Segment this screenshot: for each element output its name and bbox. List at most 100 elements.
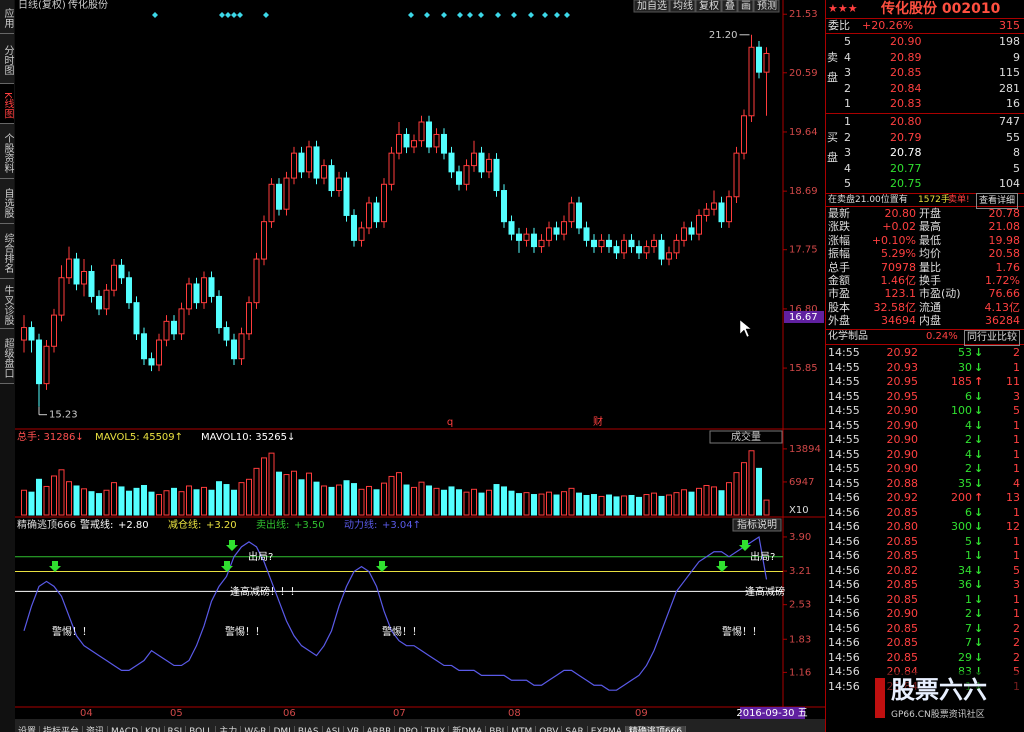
indicator-tab[interactable]: ASI — [322, 726, 345, 732]
indicator-tab[interactable]: TRIX — [421, 726, 450, 732]
indicator-tab[interactable]: EXPMA — [587, 726, 626, 732]
indicator-tab[interactable]: DMI — [270, 726, 295, 732]
toolbar-button[interactable] — [737, 0, 754, 13]
stat-label: 最低 — [919, 233, 941, 247]
indicator-name: 精确逃顶666 — [17, 518, 76, 531]
toolbar-button[interactable] — [753, 0, 780, 13]
candle-body — [606, 239, 612, 248]
volume-bar — [88, 491, 95, 516]
notice-text: 在卖盘21.00位置有 — [828, 195, 908, 205]
trade-time: 14:56 — [828, 549, 860, 562]
help-button-label[interactable]: 指标说明 — [737, 518, 777, 531]
sidebar-tab[interactable]: 自选股 — [0, 179, 14, 224]
toolbar-button[interactable] — [633, 0, 670, 13]
trade-count: 1 — [1013, 534, 1020, 548]
indicator-tab[interactable]: MTM — [508, 726, 537, 732]
event-marker[interactable] — [263, 12, 269, 18]
toolbar-button-label[interactable]: 加自选 — [637, 0, 667, 12]
indicator-tab[interactable]: 新DMA — [449, 726, 487, 732]
indicator-tab[interactable]: BIAS — [294, 726, 323, 732]
candle-body — [583, 227, 590, 241]
candle-body — [561, 221, 567, 235]
indicator-tab[interactable]: VR — [344, 726, 364, 732]
volume-bar — [703, 484, 710, 516]
indicator-tab[interactable]: DPO — [395, 726, 422, 732]
sidebar-tab[interactable]: 分时图 — [0, 34, 14, 84]
indicator-tab[interactable]: KDJ — [142, 726, 165, 732]
indicator-tab[interactable]: 主力 — [216, 726, 242, 732]
candle-body — [486, 158, 492, 173]
event-marker[interactable] — [408, 12, 414, 18]
event-marker[interactable] — [467, 12, 473, 18]
event-marker[interactable] — [152, 12, 158, 18]
trade-count: 1 — [1013, 447, 1020, 461]
sidebar-tab[interactable]: K线图 — [0, 84, 14, 124]
toolbar-button[interactable] — [695, 0, 722, 13]
toolbar-button-label[interactable]: 画 — [741, 1, 751, 12]
volume-bar — [268, 452, 275, 516]
trade-direction: ↓ — [974, 520, 984, 533]
event-marker[interactable] — [542, 12, 548, 18]
event-marker[interactable] — [554, 12, 560, 18]
event-marker[interactable] — [478, 12, 484, 18]
sidebar-tab[interactable]: 应用 — [0, 0, 14, 34]
volume-selector[interactable] — [709, 430, 783, 444]
volume-bar — [223, 484, 230, 516]
sidebar-tab[interactable]: 综合排名 — [0, 224, 14, 279]
signal-annotation: 出局? — [248, 550, 273, 563]
indicator-tab[interactable]: MACD — [108, 726, 143, 732]
indicator-tab[interactable]: ARBR — [363, 726, 396, 732]
toolbar-button-label[interactable]: 预测 — [757, 0, 777, 12]
sidebar-tab[interactable]: 个股资料 — [0, 124, 14, 179]
trade-direction: ↓ — [974, 462, 984, 475]
volume-bar — [111, 482, 117, 516]
volume-bar — [43, 485, 50, 516]
toolbar-button[interactable] — [669, 0, 696, 13]
volume-bar — [336, 484, 342, 516]
indicator-tab[interactable]: BBI — [486, 726, 509, 732]
indicator-tab[interactable]: RSI — [164, 726, 187, 732]
event-marker[interactable] — [237, 12, 243, 18]
toolbar-button[interactable] — [721, 0, 738, 13]
trade-volume: 35 — [958, 476, 972, 490]
indicator-tab[interactable]: BOLL — [186, 726, 217, 732]
event-marker[interactable] — [495, 12, 501, 18]
volume-bar — [643, 494, 650, 516]
toolbar-button-label[interactable]: 均线 — [673, 0, 693, 12]
indicator-tab[interactable]: SAR — [562, 726, 588, 732]
candle-body — [43, 345, 50, 385]
event-marker[interactable] — [511, 12, 517, 18]
event-marker[interactable] — [564, 12, 570, 18]
event-flag[interactable]: 财 — [593, 415, 603, 428]
indicator-tab[interactable]: W&R — [241, 726, 271, 732]
trade-direction: ↓ — [974, 621, 984, 635]
event-marker[interactable] — [528, 12, 534, 18]
event-marker[interactable] — [225, 12, 231, 18]
candle-body — [283, 177, 290, 210]
sector-compare[interactable]: 同行业比较 — [964, 330, 1020, 346]
indicator-tab[interactable]: 资讯 — [83, 726, 109, 732]
bid-level: 2 — [844, 130, 851, 144]
event-marker[interactable] — [457, 12, 463, 18]
volume-selector-label[interactable]: 成交量 — [731, 430, 761, 443]
event-marker[interactable] — [231, 12, 237, 18]
toolbar-button-label[interactable]: 叠 — [725, 0, 735, 12]
indicator-tab[interactable]: 指标平台 — [40, 726, 84, 732]
indicator-tab[interactable]: 精确逃顶666 — [625, 726, 687, 732]
event-marker[interactable] — [424, 12, 430, 18]
event-marker[interactable] — [219, 12, 225, 18]
help-button[interactable] — [732, 518, 782, 532]
indicator-tab[interactable]: 设置 — [15, 726, 41, 732]
notice-detail[interactable]: 查看详细 — [976, 193, 1019, 209]
event-marker[interactable] — [441, 12, 447, 18]
volume-bar — [471, 488, 477, 516]
toolbar-button-label[interactable]: 复权 — [699, 0, 719, 12]
quote-panel: ★★★ 传化股份 002010 委比 +20.26% 315 卖盘 买盘 5 20.90 198 4… — [825, 0, 1024, 732]
sidebar-tab[interactable]: 超级盘口 — [0, 329, 14, 384]
event-flag[interactable]: q — [447, 417, 453, 428]
volume-bar — [148, 491, 155, 516]
indicator-tab[interactable]: OBV — [536, 726, 563, 732]
candle-body — [313, 146, 320, 179]
volume-bar — [171, 487, 177, 516]
sidebar-tab[interactable]: 牛叉诊股 — [0, 279, 14, 329]
